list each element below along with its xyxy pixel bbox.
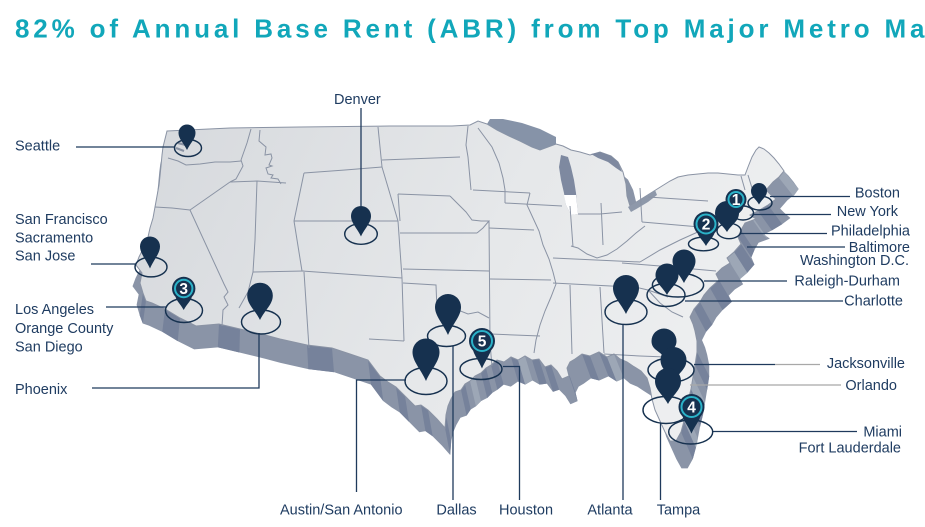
svg-text:Austin/San Antonio: Austin/San Antonio: [280, 503, 403, 519]
svg-text:3: 3: [179, 281, 188, 298]
svg-text:San Diego: San Diego: [15, 340, 83, 356]
svg-text:Orlando: Orlando: [845, 378, 897, 394]
svg-text:Baltimore: Baltimore: [849, 240, 910, 256]
svg-text:Miami: Miami: [863, 425, 902, 441]
svg-text:Sacramento: Sacramento: [15, 230, 93, 246]
svg-text:Dallas: Dallas: [436, 503, 476, 519]
svg-text:82% of Annual Base Rent (ABR): 82% of Annual Base Rent (ABR) from Top M…: [15, 14, 925, 44]
svg-text:Seattle: Seattle: [15, 139, 60, 155]
svg-text:Phoenix: Phoenix: [15, 382, 68, 398]
svg-text:2: 2: [702, 216, 711, 233]
svg-text:Los Angeles: Los Angeles: [15, 302, 94, 318]
svg-text:Raleigh-Durham: Raleigh-Durham: [794, 274, 900, 290]
svg-text:New York: New York: [837, 204, 899, 220]
svg-text:Denver: Denver: [334, 92, 381, 108]
svg-text:San Jose: San Jose: [15, 249, 75, 265]
svg-text:Orange County: Orange County: [15, 321, 114, 337]
svg-text:Boston: Boston: [855, 185, 900, 201]
svg-text:5: 5: [478, 333, 487, 350]
svg-text:Philadelphia: Philadelphia: [831, 224, 911, 240]
svg-text:4: 4: [687, 399, 696, 416]
svg-text:Fort Lauderdale: Fort Lauderdale: [799, 441, 901, 457]
svg-text:Washington D.C.: Washington D.C.: [800, 253, 909, 269]
svg-text:Jacksonville: Jacksonville: [827, 356, 905, 372]
svg-text:Houston: Houston: [499, 503, 553, 519]
svg-text:Atlanta: Atlanta: [587, 503, 633, 519]
svg-text:1: 1: [732, 192, 741, 209]
svg-text:Charlotte: Charlotte: [844, 294, 903, 310]
svg-text:San Francisco: San Francisco: [15, 212, 108, 228]
svg-text:Tampa: Tampa: [657, 503, 701, 519]
